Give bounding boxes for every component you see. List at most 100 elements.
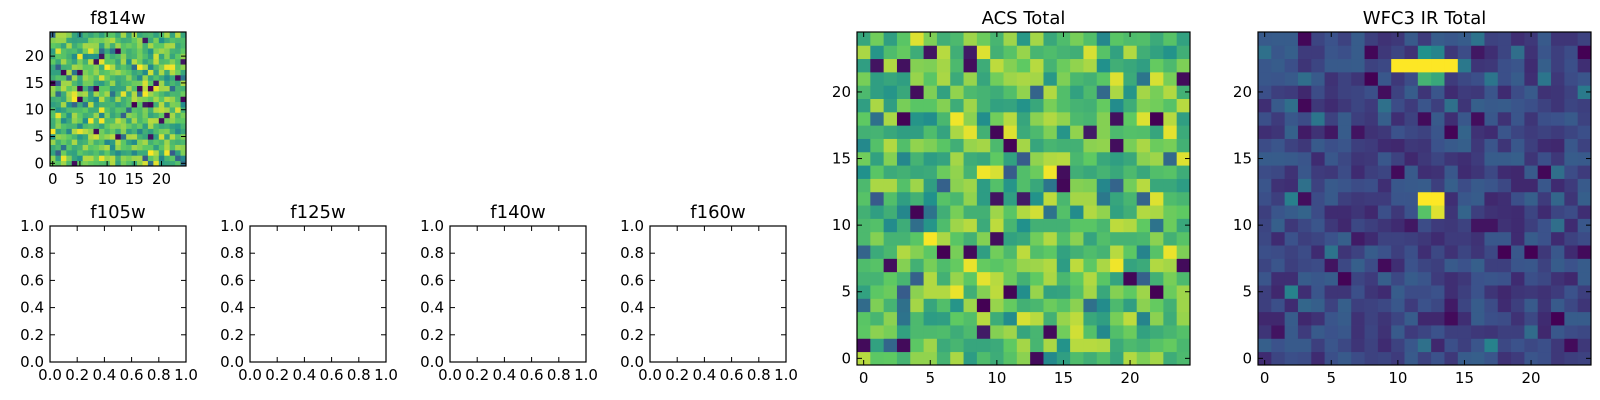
heatmap-cell [164, 107, 171, 113]
heatmap-cell [896, 58, 911, 73]
heatmap-cell [1337, 191, 1352, 206]
heatmap-cell [1444, 258, 1459, 273]
heatmap-cell [1324, 218, 1339, 233]
heatmap-cell [98, 80, 105, 86]
heatmap-cell [1324, 351, 1339, 366]
heatmap-cell [164, 74, 171, 81]
heatmap-cell [1324, 191, 1339, 206]
heatmap-cell [71, 107, 78, 113]
heatmap-cell [950, 338, 964, 353]
heatmap-cell [66, 48, 73, 54]
heatmap-cell [950, 151, 964, 166]
heatmap-cell [1096, 85, 1111, 99]
heatmap-cell [1431, 178, 1445, 193]
heatmap-cell [1297, 32, 1312, 46]
heatmap-cell [963, 338, 978, 353]
heatmap-cell [1337, 138, 1352, 153]
heatmap-cell [77, 155, 84, 162]
heatmap-cell [164, 80, 171, 86]
heatmap-cell [142, 139, 149, 145]
heatmap-cell [126, 85, 132, 92]
heatmap-cell [857, 32, 871, 46]
heatmap-cell [104, 149, 111, 156]
heatmap-cell [147, 107, 154, 113]
heatmap-cell [1364, 125, 1379, 139]
heatmap-cell [1457, 32, 1472, 46]
heatmap-cell [1497, 285, 1512, 299]
heatmap-cell [137, 144, 143, 151]
heatmap-cell [153, 69, 160, 76]
heatmap-cell [131, 69, 138, 76]
heatmap-cell [1431, 98, 1445, 113]
heatmap-cell [1324, 85, 1339, 99]
heatmap-cell [1136, 85, 1151, 99]
heatmap-cell [1176, 125, 1191, 139]
heatmap-cell [1056, 218, 1071, 233]
heatmap-cell [870, 178, 885, 193]
heatmap-cell [77, 74, 84, 81]
heatmap-cell [1497, 32, 1512, 46]
heatmap-cell [104, 117, 111, 124]
y-tick-label: 5 [841, 283, 851, 301]
heatmap-cell [1404, 311, 1419, 326]
x-tick-label: 15 [1455, 369, 1474, 387]
heatmap-cell [1056, 258, 1071, 273]
heatmap-cell [963, 271, 978, 286]
heatmap-cell [1258, 245, 1272, 259]
heatmap-cell [1150, 218, 1164, 233]
heatmap-cell [1123, 178, 1138, 193]
heatmap-cell [77, 85, 84, 92]
heatmap-cell [55, 112, 62, 119]
heatmap-cell [60, 64, 67, 70]
heatmap-cell [60, 42, 67, 49]
heatmap-cell [1377, 285, 1392, 299]
heatmap-cell [870, 285, 885, 299]
heatmap-cell [1016, 351, 1031, 366]
heatmap-cell [1110, 111, 1124, 126]
heatmap-cell [1123, 111, 1138, 126]
heatmap-cell [963, 191, 978, 206]
heatmap-cell [1003, 58, 1018, 73]
heatmap-cell [1284, 45, 1299, 60]
heatmap-cell [1524, 58, 1539, 73]
heatmap-cell [147, 74, 154, 81]
heatmap-cell [1417, 98, 1432, 113]
heatmap-cell [1271, 271, 1286, 286]
heatmap-cell [1417, 325, 1432, 339]
heatmap-cell [153, 37, 160, 44]
heatmap-cell [71, 58, 78, 65]
heatmap-cell [82, 128, 89, 135]
heatmap-cell [77, 133, 84, 140]
x-tick-label: 0 [48, 170, 58, 188]
heatmap-cell [1431, 351, 1445, 366]
heatmap-cell [1150, 298, 1164, 313]
heatmap-cell [1163, 245, 1178, 259]
heatmap-cell [175, 160, 181, 167]
heatmap-cell [93, 48, 100, 54]
heatmap-cell [1003, 138, 1018, 153]
heatmap-cell [1096, 32, 1111, 46]
heatmap-cell [1364, 351, 1379, 366]
heatmap-cell [88, 144, 94, 151]
heatmap-cell [1311, 125, 1325, 139]
heatmap-cell [1150, 32, 1164, 46]
heatmap-cell [175, 90, 181, 97]
heatmap-cell [950, 32, 964, 46]
heatmap-cell [857, 71, 871, 86]
heatmap-cell [910, 338, 924, 353]
heatmap-cell [104, 96, 111, 103]
heatmap-cell [1391, 98, 1405, 113]
heatmap-cell [870, 58, 885, 73]
heatmap-cell [896, 165, 911, 179]
heatmap-cell [1444, 98, 1459, 113]
heatmap-cell [1431, 125, 1445, 139]
heatmap-cell [50, 101, 56, 108]
heatmap-cell [1163, 178, 1178, 193]
heatmap-cell [1016, 258, 1031, 273]
heatmap-cell [60, 123, 67, 129]
heatmap-cell [1537, 311, 1552, 326]
heatmap-cell [1110, 151, 1124, 166]
heatmap-cell [976, 85, 991, 99]
heatmap-cell [1324, 285, 1339, 299]
heatmap-cell [1524, 205, 1539, 219]
